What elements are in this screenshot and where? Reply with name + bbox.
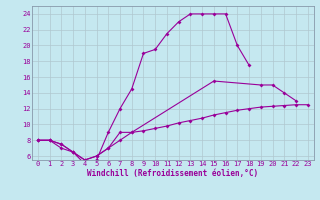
X-axis label: Windchill (Refroidissement éolien,°C): Windchill (Refroidissement éolien,°C) xyxy=(87,169,258,178)
